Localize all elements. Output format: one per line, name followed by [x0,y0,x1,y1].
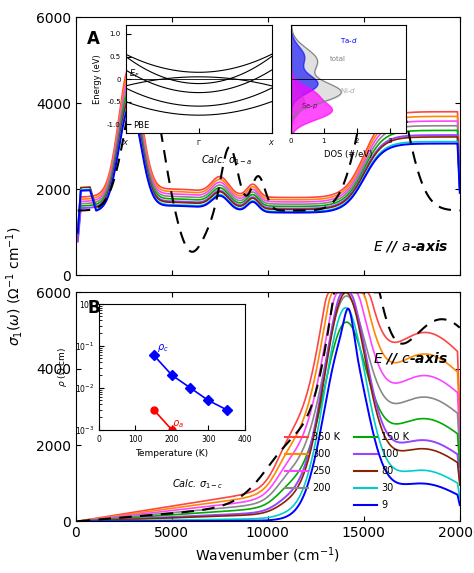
Text: Calc. $\sigma_{1-c}$: Calc. $\sigma_{1-c}$ [172,477,223,491]
X-axis label: Wavenumber (cm$^{-1}$): Wavenumber (cm$^{-1}$) [195,546,340,566]
Text: 300: 300 [312,449,330,459]
Text: 80: 80 [381,466,393,476]
Text: 200: 200 [312,483,330,493]
Text: 100: 100 [381,449,400,459]
Text: 150 K: 150 K [381,431,409,442]
Text: 250: 250 [312,466,330,476]
Text: Calc. $\sigma_{1-a}$: Calc. $\sigma_{1-a}$ [201,154,252,167]
Text: 9: 9 [381,500,387,511]
Text: 350 K: 350 K [312,431,340,442]
Text: B: B [87,299,100,317]
Text: $\sigma_1(\omega)$ ($\Omega^{-1}$ cm$^{-1}$): $\sigma_1(\omega)$ ($\Omega^{-1}$ cm$^{-… [4,227,25,346]
Text: A: A [87,30,100,48]
Text: $E$ // $a$-axis: $E$ // $a$-axis [373,238,448,254]
Text: 30: 30 [381,483,393,493]
Text: $E$ // $c$-axis: $E$ // $c$-axis [374,350,448,366]
